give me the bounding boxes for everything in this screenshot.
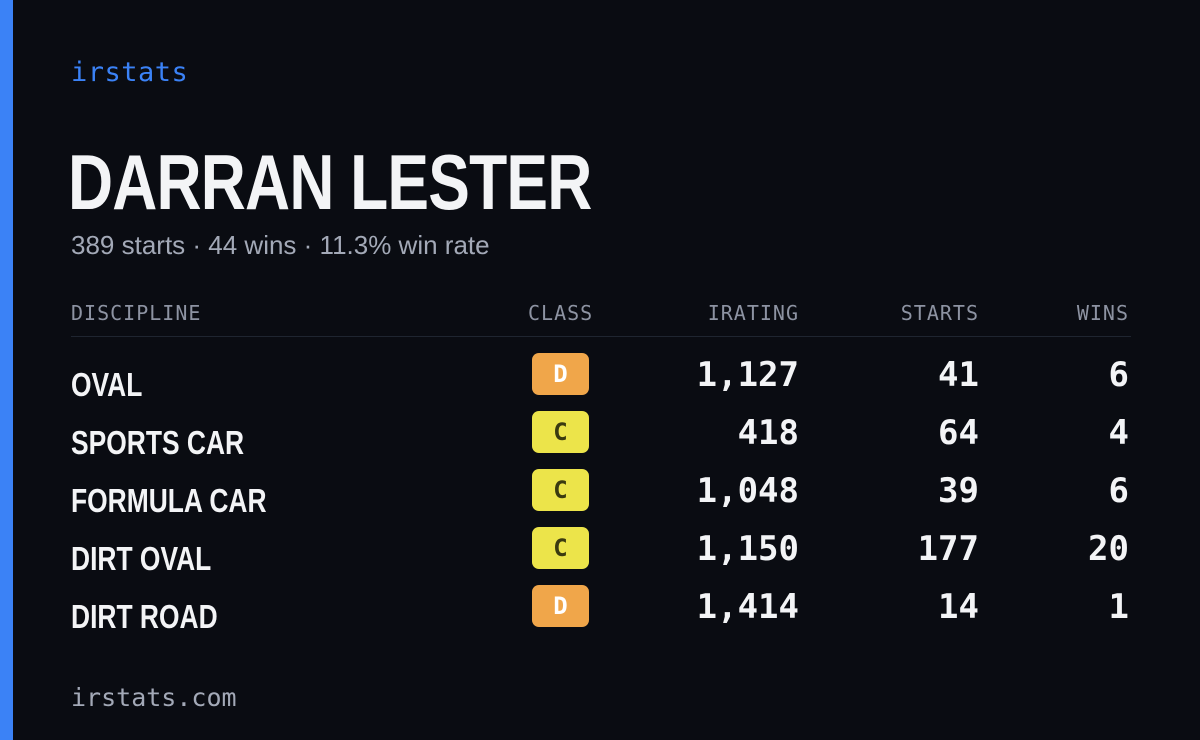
- wins-value: 1: [1108, 587, 1129, 627]
- header-class: CLASS: [528, 301, 594, 325]
- starts-value: 64: [938, 413, 979, 453]
- class-badge: D: [532, 585, 589, 627]
- irating-value: 1,414: [696, 587, 799, 627]
- table-row: FORMULA CAR C 1,048 39 6: [71, 469, 1131, 527]
- header-wins: WINS: [1076, 301, 1129, 325]
- wins-value: 4: [1108, 413, 1129, 453]
- accent-bar: [0, 0, 13, 740]
- driver-summary: 389 starts · 44 wins · 11.3% win rate: [71, 230, 490, 260]
- class-badge: C: [532, 469, 589, 511]
- discipline-table: DISCIPLINE CLASS IRATING STARTS WINS OVA…: [71, 296, 1131, 635]
- starts-value: 177: [917, 529, 979, 569]
- discipline-name: SPORTS CAR: [71, 424, 245, 461]
- wins-value: 6: [1108, 471, 1129, 511]
- discipline-name: DIRT OVAL: [71, 540, 212, 577]
- driver-name: DARRAN LESTER: [68, 138, 592, 226]
- header-starts: STARTS: [900, 301, 979, 325]
- class-badge: C: [532, 527, 589, 569]
- starts-value: 14: [938, 587, 979, 627]
- table-body: OVAL D 1,127 41 6 SPORTS CAR C 418 64 4 …: [71, 353, 1131, 643]
- header-irating: IRATING: [707, 301, 799, 325]
- discipline-name: FORMULA CAR: [71, 482, 267, 519]
- brand-logo: irstats: [71, 57, 189, 88]
- footer-url: irstats.com: [71, 683, 237, 712]
- table-row: DIRT OVAL C 1,150 177 20: [71, 527, 1131, 585]
- table-header: DISCIPLINE CLASS IRATING STARTS WINS: [71, 296, 1131, 337]
- wins-value: 6: [1108, 355, 1129, 395]
- irating-value: 1,048: [696, 471, 799, 511]
- irating-value: 1,127: [696, 355, 799, 395]
- starts-value: 41: [938, 355, 979, 395]
- irating-value: 418: [737, 413, 799, 453]
- table-row: DIRT ROAD D 1,414 14 1: [71, 585, 1131, 643]
- table-row: SPORTS CAR C 418 64 4: [71, 411, 1131, 469]
- table-row: OVAL D 1,127 41 6: [71, 353, 1131, 411]
- discipline-name: DIRT ROAD: [71, 598, 218, 635]
- starts-value: 39: [938, 471, 979, 511]
- class-badge: D: [532, 353, 589, 395]
- wins-value: 20: [1088, 529, 1129, 569]
- irating-value: 1,150: [696, 529, 799, 569]
- class-badge: C: [532, 411, 589, 453]
- header-discipline: DISCIPLINE: [71, 301, 202, 325]
- discipline-name: OVAL: [71, 366, 143, 403]
